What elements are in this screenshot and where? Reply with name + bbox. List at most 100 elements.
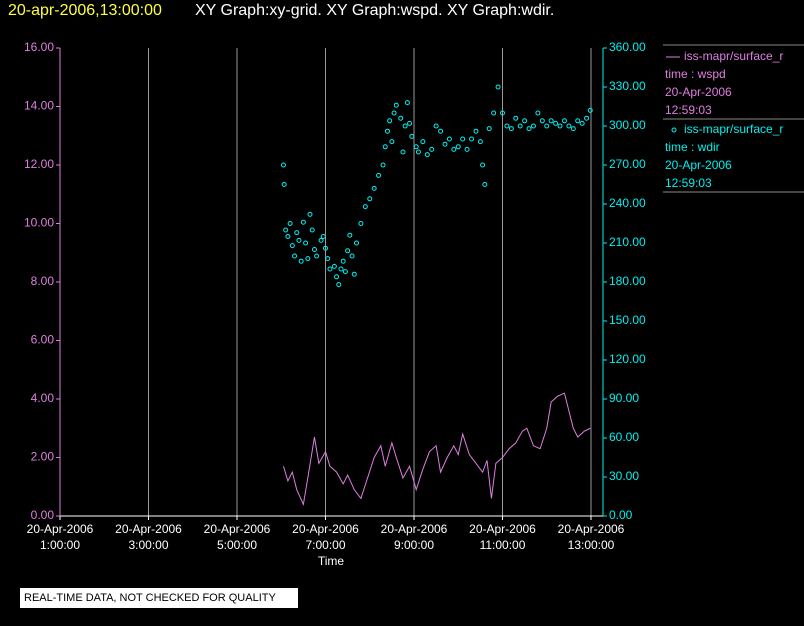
x-tick-label: 20-Apr-2006 9:00:00 [381, 522, 448, 552]
wdir-point [325, 256, 331, 262]
x-axis-label: Time [318, 554, 345, 568]
wdir-point [367, 196, 373, 202]
y2-tick-label: 330.00 [609, 79, 646, 93]
wdir-point [285, 234, 291, 239]
y-tick-label: 4.00 [31, 391, 55, 405]
wdir-point [389, 139, 395, 145]
wdir-point [362, 204, 368, 210]
y-tick-label: 14.00 [24, 99, 54, 113]
wdir-point [280, 162, 286, 168]
wdir-point [530, 123, 536, 129]
wdir-point [347, 232, 353, 238]
wdir-point [579, 120, 585, 126]
legend-swatch [671, 127, 677, 133]
wdir-point [303, 240, 309, 246]
legend-time: 12:59:03 [665, 103, 712, 117]
wdir-point [376, 172, 382, 178]
x-tick-label: 20-Apr-2006 7:00:00 [292, 522, 359, 552]
wdir-point [500, 110, 505, 116]
wdir-point [342, 269, 348, 275]
wdir-point [289, 243, 295, 249]
wdir-point [409, 133, 415, 139]
wdir-point [420, 139, 426, 145]
legend-date: 20-Apr-2006 [665, 85, 732, 99]
wdir-point [340, 258, 346, 264]
wdir-point [433, 123, 439, 129]
legend-field: time : wspd [665, 67, 726, 81]
wdir-point [393, 102, 399, 108]
wdir-point [535, 110, 541, 116]
wdir-point [391, 110, 397, 116]
y2-tick-label: 90.00 [609, 391, 639, 405]
wdir-point [327, 266, 333, 272]
wdir-point [544, 123, 550, 129]
y-tick-label: 6.00 [31, 333, 55, 347]
wdir-point [451, 146, 457, 152]
wdir-point [561, 118, 567, 124]
wdir-point [309, 227, 315, 233]
wdir-point [438, 128, 444, 134]
y2-tick-label: 60.00 [609, 430, 639, 444]
y2-tick-label: 300.00 [609, 118, 646, 132]
wdir-point [455, 144, 461, 150]
y2-tick-label: 270.00 [609, 157, 646, 171]
wdir-point [429, 146, 435, 152]
wdir-point [320, 234, 326, 239]
legend-date: 20-Apr-2006 [665, 158, 732, 172]
wdir-point [283, 227, 289, 233]
x-tick-label: 20-Apr-2006 11:00:00 [469, 522, 536, 552]
wdir-point [513, 115, 519, 121]
wdir-point [413, 144, 419, 150]
wdir-point [415, 149, 421, 155]
y2-tick-label: 360.00 [609, 40, 646, 54]
wdir-point [349, 253, 355, 259]
footnote-box [20, 588, 298, 608]
x-tick-label: 20-Apr-2006 13:00:00 [558, 522, 625, 552]
wdir-point [464, 146, 470, 152]
wdir-point [495, 84, 501, 90]
wdir-point [482, 182, 488, 187]
y-tick-label: 0.00 [31, 508, 55, 522]
wdir-point [404, 100, 410, 106]
y2-tick-label: 120.00 [609, 352, 646, 366]
wdir-point [294, 230, 300, 236]
wdir-point [553, 120, 559, 126]
wdir-point [307, 211, 313, 217]
wspd-line [282, 392, 591, 506]
wdir-point [526, 126, 532, 132]
wdir-point [336, 282, 342, 288]
y-tick-label: 10.00 [24, 216, 54, 230]
wdir-point [402, 123, 408, 129]
wdir-point [380, 162, 386, 168]
legend-label: iss-mapr/surface_r [684, 122, 783, 136]
wdir-point [508, 126, 514, 132]
wdir-point [566, 123, 572, 129]
wdir-point [407, 120, 413, 126]
wdir-point [400, 149, 406, 155]
wdir-point [442, 141, 448, 147]
wdir-point [300, 219, 306, 225]
wdir-point [382, 144, 388, 150]
y-tick-label: 16.00 [24, 40, 54, 54]
wdir-point [477, 139, 483, 145]
legend-field: time : wdir [665, 140, 720, 154]
wdir-point [424, 152, 430, 158]
x-tick-label: 20-Apr-2006 3:00:00 [115, 522, 182, 552]
y2-tick-label: 240.00 [609, 196, 646, 210]
y2-tick-label: 30.00 [609, 469, 639, 483]
wdir-point [292, 253, 298, 259]
y2-tick-label: 0.00 [609, 508, 633, 522]
wdir-point [305, 256, 311, 262]
wdir-point [504, 123, 510, 129]
wdir-point [384, 128, 390, 134]
y-tick-label: 8.00 [31, 274, 55, 288]
wdir-point [570, 126, 576, 132]
wdir-point [353, 240, 359, 246]
footnote: REAL-TIME DATA, NOT CHECKED FOR QUALITY [24, 592, 276, 604]
wdir-point [460, 136, 466, 142]
wdir-point [334, 274, 340, 280]
legend-label: iss-mapr/surface_r [684, 49, 783, 63]
wdir-point [522, 118, 528, 124]
